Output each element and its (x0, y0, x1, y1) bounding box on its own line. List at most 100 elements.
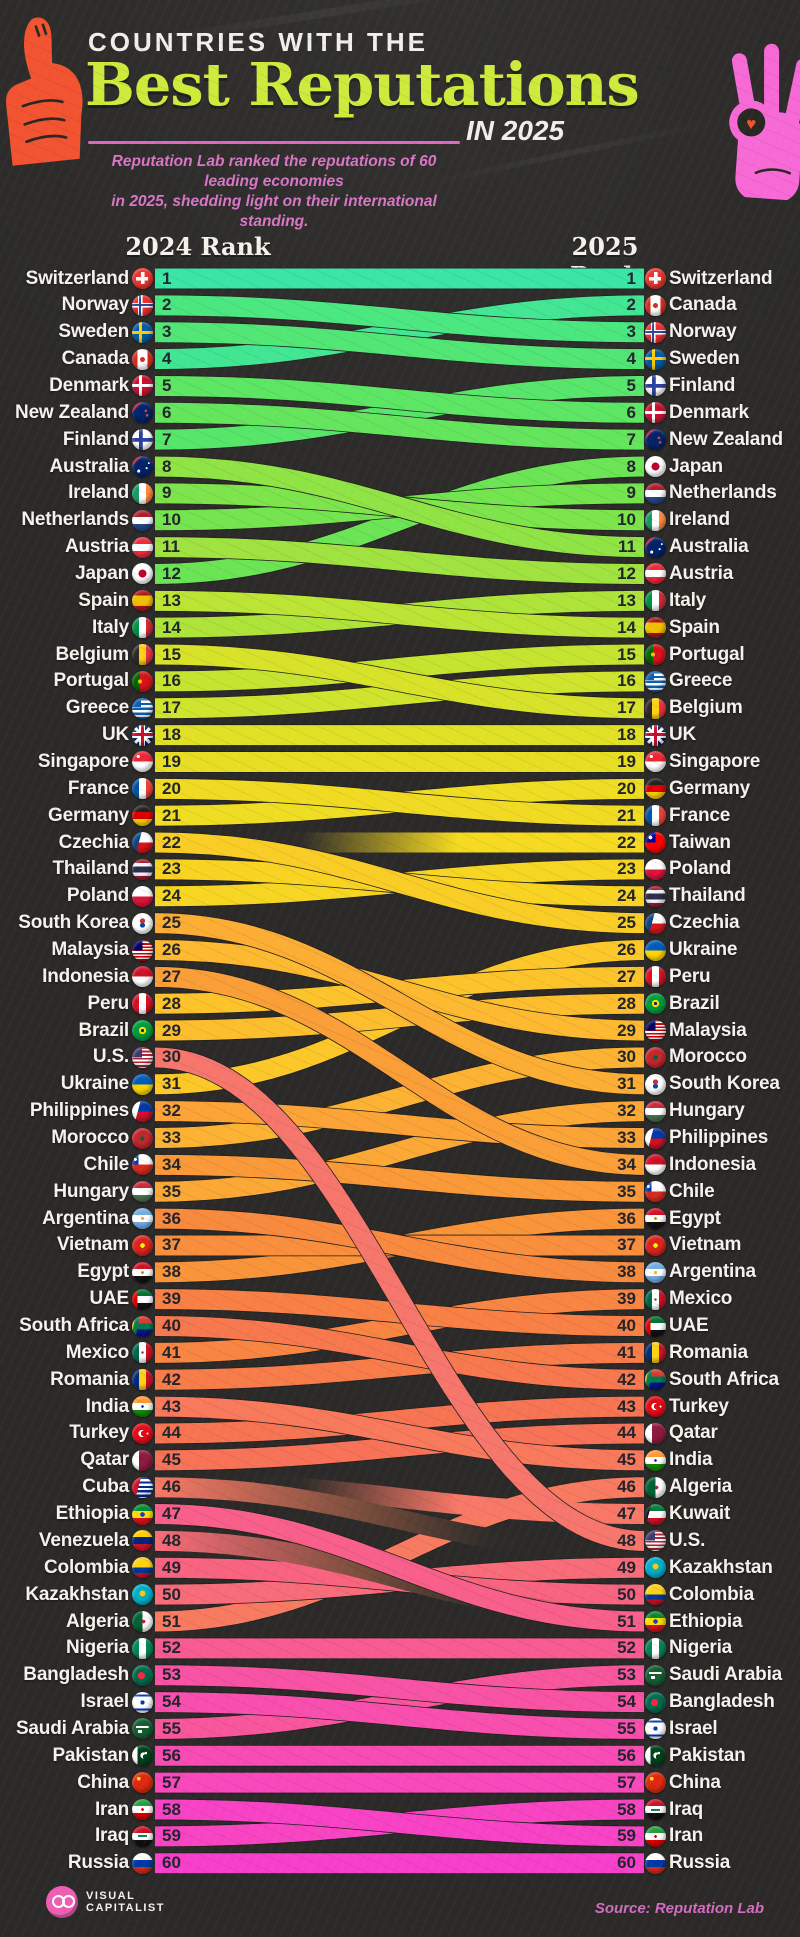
rank-number: 38 (162, 1262, 181, 1282)
country-label: UAE (669, 1315, 709, 1337)
rank-number: 15 (162, 644, 181, 664)
country-label: Australia (669, 536, 749, 558)
flag-icon-spain (132, 590, 153, 612)
rank-row-2024: Philippines 32 (0, 1098, 196, 1125)
rank-number: 27 (617, 966, 636, 986)
flag-icon-finland (645, 375, 666, 397)
country-label: Israel (80, 1691, 130, 1713)
rank-number: 10 (617, 510, 636, 530)
ribbon-south-korea (154, 913, 645, 1095)
flag-icon-peru (645, 966, 666, 988)
rank-row-2025: 16 Greece (598, 668, 800, 695)
country-label: Italy (669, 589, 707, 611)
country-label: Singapore (669, 750, 761, 772)
rank-row-2025: 58 Iraq (598, 1796, 800, 1823)
ribbon-norway (154, 295, 645, 343)
ribbon-algeria (154, 1477, 645, 1632)
flag-icon-france (645, 805, 666, 827)
flag-icon-uk (132, 724, 153, 746)
flag-icon-uae (132, 1288, 153, 1310)
flag-icon-finland (132, 429, 153, 451)
rank-number: 35 (617, 1181, 636, 1201)
rank-row-2025: 22 Taiwan (598, 829, 800, 856)
flag-icon-austria (645, 563, 666, 585)
rank-number: 19 (617, 751, 636, 771)
flag-icon-switzerland (645, 268, 666, 289)
flag-icon-taiwan (645, 832, 666, 854)
flag-icon-new-zealand (132, 402, 153, 424)
ribbon-spain (154, 590, 645, 638)
rank-number: 48 (162, 1530, 181, 1550)
rank-row-2024: Finland 7 (0, 426, 196, 453)
flag-icon-malaysia (645, 1020, 666, 1042)
flag-icon-brazil (645, 993, 666, 1015)
rank-row-2024: Egypt 38 (0, 1259, 196, 1286)
rank-row-2024: Spain 13 (0, 587, 196, 614)
flag-icon-egypt (132, 1261, 153, 1283)
rank-row-2025: 39 Mexico (598, 1286, 800, 1313)
country-label: Singapore (37, 750, 129, 772)
rank-number: 30 (617, 1047, 636, 1067)
flag-icon-germany (132, 805, 153, 827)
flag-icon-ethiopia (132, 1503, 153, 1525)
rank-row-2024: Italy 14 (0, 614, 196, 641)
country-label: Spain (669, 616, 720, 638)
rank-number: 3 (162, 322, 172, 342)
rank-number: 36 (162, 1208, 181, 1228)
rank-number: 1 (626, 268, 636, 288)
flag-icon-malaysia (132, 939, 153, 961)
rank-row-2025: 21 France (598, 802, 800, 829)
rank-row-2025: 12 Austria (598, 560, 800, 587)
ribbon-indonesia (154, 966, 645, 1175)
rank-number: 23 (617, 859, 636, 879)
rank-row-2024: South Korea 25 (0, 910, 196, 937)
flag-icon-germany (645, 778, 666, 800)
rank-number: 48 (617, 1530, 636, 1550)
flag-icon-denmark (645, 402, 666, 424)
rank-number: 18 (617, 725, 636, 745)
country-label: Netherlands (669, 482, 777, 504)
rank-number: 51 (162, 1611, 181, 1631)
flag-icon-china (132, 1772, 153, 1794)
rank-number: 25 (162, 913, 181, 933)
flag-icon-israel (645, 1718, 666, 1740)
country-label: New Zealand (15, 401, 129, 423)
rank-row-2025: 19 Singapore (598, 748, 800, 775)
rank-row-2025: 13 Italy (598, 587, 800, 614)
flag-icon-bangladesh (645, 1691, 666, 1713)
ribbon-chile (154, 1154, 645, 1202)
flag-icon-uae (645, 1315, 666, 1337)
country-label: Italy (91, 616, 129, 638)
rank-number: 51 (617, 1611, 636, 1631)
country-label: Austria (64, 536, 129, 558)
rank-row-2024: U.S. 30 (0, 1044, 196, 1071)
country-label: Turkey (69, 1422, 129, 1444)
flag-icon-italy (132, 617, 153, 639)
flag-icon-mexico (132, 1342, 153, 1364)
rank-number: 56 (617, 1745, 636, 1765)
country-label: Norway (669, 321, 737, 343)
rank-number: 31 (617, 1074, 636, 1094)
country-label: Kazakhstan (25, 1583, 129, 1605)
country-label: Peru (669, 965, 711, 987)
country-label: Bangladesh (669, 1691, 775, 1713)
rank-number: 38 (617, 1262, 636, 1282)
rank-row-2025: 18 UK (598, 722, 800, 749)
flag-icon-qatar (645, 1422, 666, 1444)
ribbon-australia (154, 456, 645, 558)
country-label: Iran (94, 1798, 129, 1820)
ribbon-malaysia (154, 940, 645, 1041)
rank-row-2024: Malaysia 26 (0, 937, 196, 964)
rank-number: 47 (162, 1504, 181, 1524)
country-label: Russia (67, 1852, 129, 1874)
flag-icon-ethiopia (645, 1611, 666, 1632)
rank-row-2024: Australia 8 (0, 453, 196, 480)
flag-icon-canada (645, 294, 666, 316)
rank-row-2024: Germany 21 (0, 802, 196, 829)
rank-number: 52 (162, 1638, 181, 1658)
flag-icon-switzerland (132, 268, 153, 289)
rank-number: 29 (617, 1020, 636, 1040)
ribbon-finland (154, 375, 645, 450)
rank-row-2025: 54 Bangladesh (598, 1689, 800, 1716)
ribbon-u-s- (154, 1047, 645, 1551)
